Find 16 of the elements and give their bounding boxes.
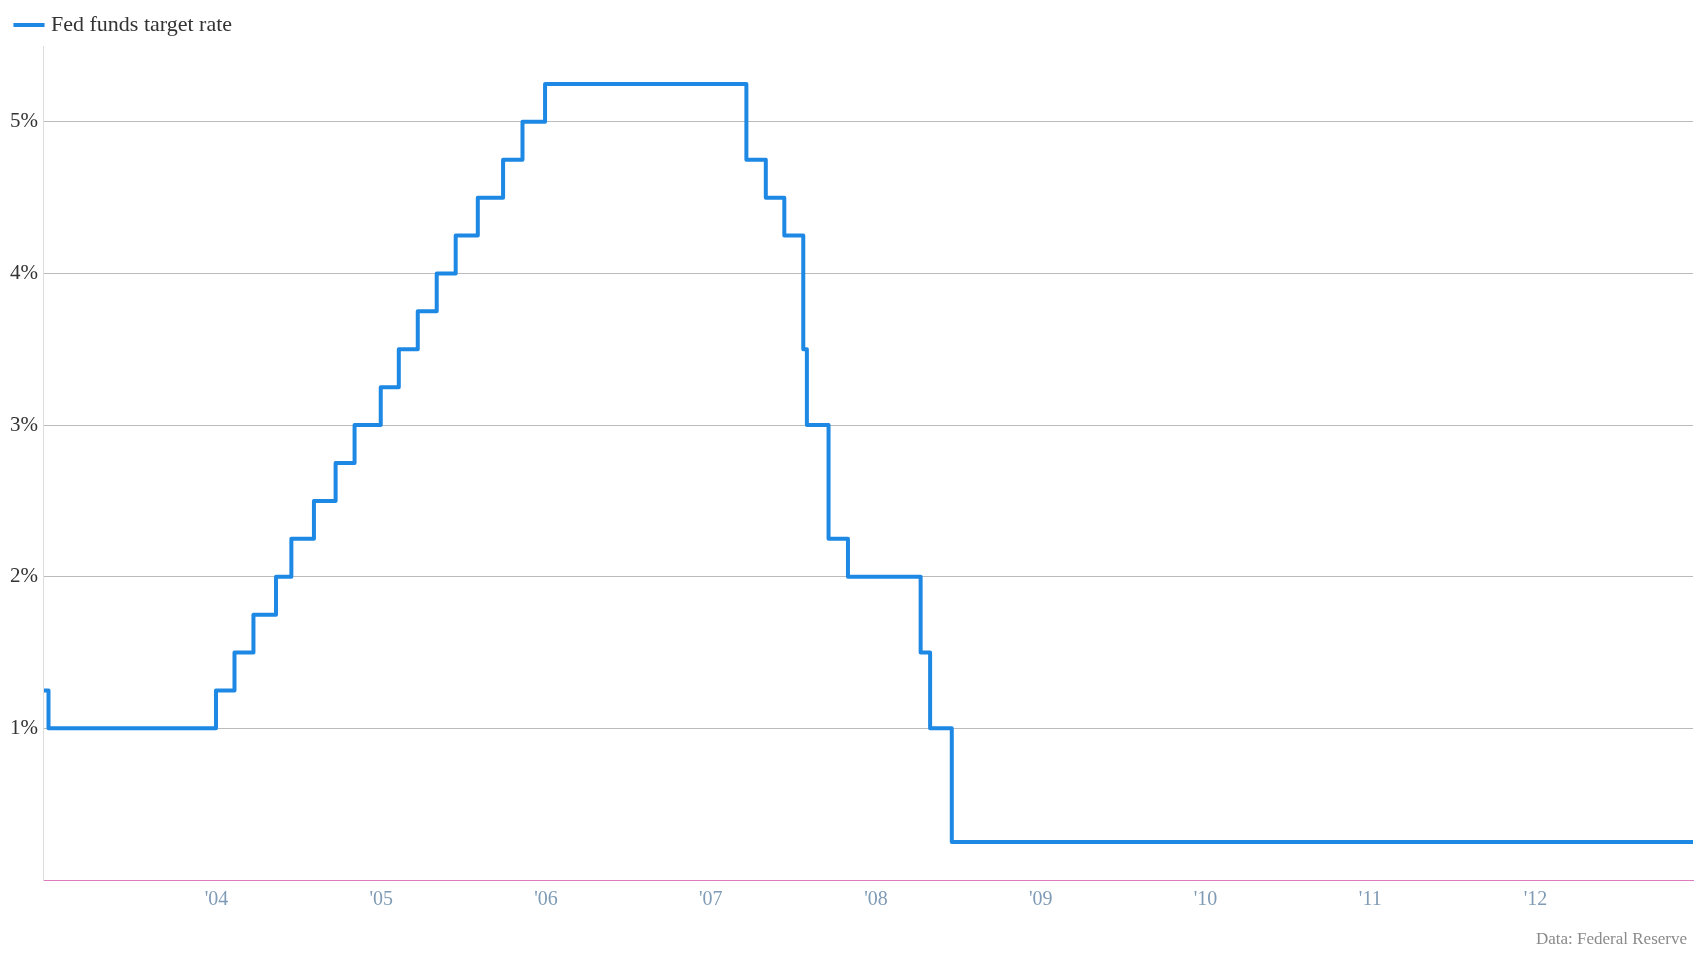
x-tick-label: '08 — [864, 887, 888, 910]
y-tick-label: 1% — [9, 714, 38, 739]
y-tick-label: 5% — [9, 108, 38, 133]
x-tick-label: '07 — [698, 887, 723, 910]
x-tick-label: '06 — [534, 887, 558, 910]
x-tick-label: '04 — [204, 887, 229, 910]
x-tick-label: '09 — [1028, 887, 1053, 910]
x-tick-label: '12 — [1523, 887, 1548, 910]
text: Data: Federal Reserve — [1535, 929, 1687, 949]
y-tick-label: 3% — [9, 411, 38, 436]
x-tick-label: '11 — [1358, 887, 1382, 910]
legend-label: Fed funds target rate — [51, 10, 233, 36]
x-tick-label: '05 — [369, 887, 393, 910]
x-tick-label: '10 — [1193, 887, 1218, 910]
y-tick-label: 2% — [9, 563, 38, 588]
y-tick-label: 4% — [9, 259, 38, 284]
